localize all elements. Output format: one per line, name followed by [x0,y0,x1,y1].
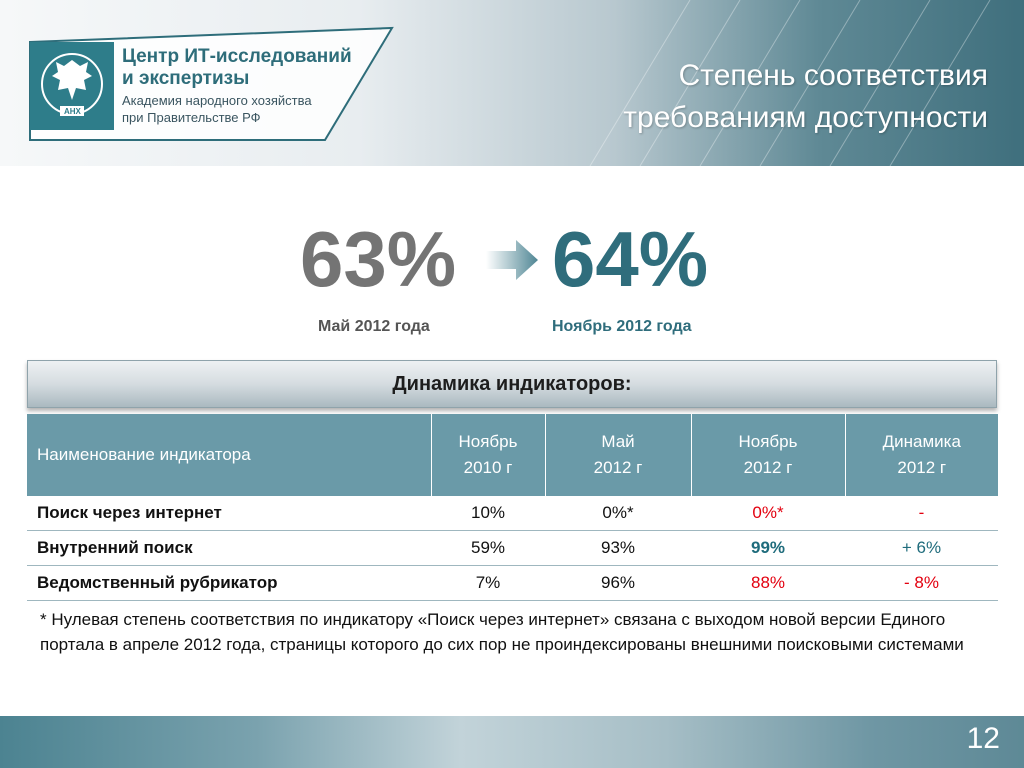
slide-title-line-2: требованиям доступности [623,101,988,134]
logo-line-4: при Правительстве РФ [122,110,261,125]
value-nov-2012: 88% [691,565,845,601]
header-may-2012: Май 2012 г [545,414,692,496]
slide-title-line-1: Степень соответствия [678,59,988,92]
old-value-label: Май 2012 года [318,318,430,335]
value-nov-2010: 59% [431,530,545,566]
header-indicator-name: Наименование индикатора [27,414,432,496]
table-row: Внутренний поиск 59% 93% 99% + 6% [27,530,998,566]
value-dynamics: - [845,496,998,531]
value-may-2012: 96% [545,565,691,601]
value-dynamics: + 6% [845,530,998,566]
logo-line-3: Академия народного хозяйства [122,93,312,108]
logo-line-1: Центр ИТ-исследований [122,46,352,67]
double-headed-eagle-emblem-icon [41,53,103,116]
new-value: 64% [552,215,709,303]
old-value: 63% [300,215,457,303]
header-nov-2012: Ноябрь 2012 г [691,414,846,496]
emblem-text: АНХ [64,107,81,116]
new-value-label: Ноябрь 2012 года [552,318,692,335]
indicators-table: Наименование индикатора Ноябрь 2010 г Май… [27,414,998,601]
value-nov-2012: 99% [691,530,845,566]
header-nov-2010: Ноябрь 2010 г [431,414,546,496]
header-decoration [589,0,991,166]
footnote: * Нулевая степень соответствия по индика… [40,610,964,654]
value-may-2012: 93% [545,530,691,566]
logo-emblem: АНХ [38,48,106,124]
slide-footer [0,716,1024,768]
table-row: Ведомственный рубрикатор 7% 96% 88% - 8% [27,565,998,601]
section-title: Динамика индикаторов: [27,360,997,408]
page-number: 12 [966,722,1000,755]
value-nov-2010: 7% [431,565,545,601]
indicator-name: Поиск через интернет [27,496,431,531]
table-row: Поиск через интернет 10% 0%* 0%* - [27,496,998,531]
logo-line-2: и экспертизы [122,68,250,89]
slide-header: АНХ Центр ИТ-исследований и экспертизы А… [0,0,1024,166]
value-nov-2010: 10% [431,496,545,531]
value-may-2012: 0%* [545,496,691,531]
value-nov-2012: 0%* [691,496,845,531]
header-dynamics-2012: Динамика 2012 г [845,414,998,496]
slide-title: Степень соответствия требованиям доступн… [623,55,988,139]
value-dynamics: - 8% [845,565,998,601]
arrow-right-icon [486,240,538,280]
indicator-name: Ведомственный рубрикатор [27,565,431,601]
indicator-name: Внутренний поиск [27,530,431,566]
table-header-row: Наименование индикатора Ноябрь 2010 г Май… [27,414,998,496]
